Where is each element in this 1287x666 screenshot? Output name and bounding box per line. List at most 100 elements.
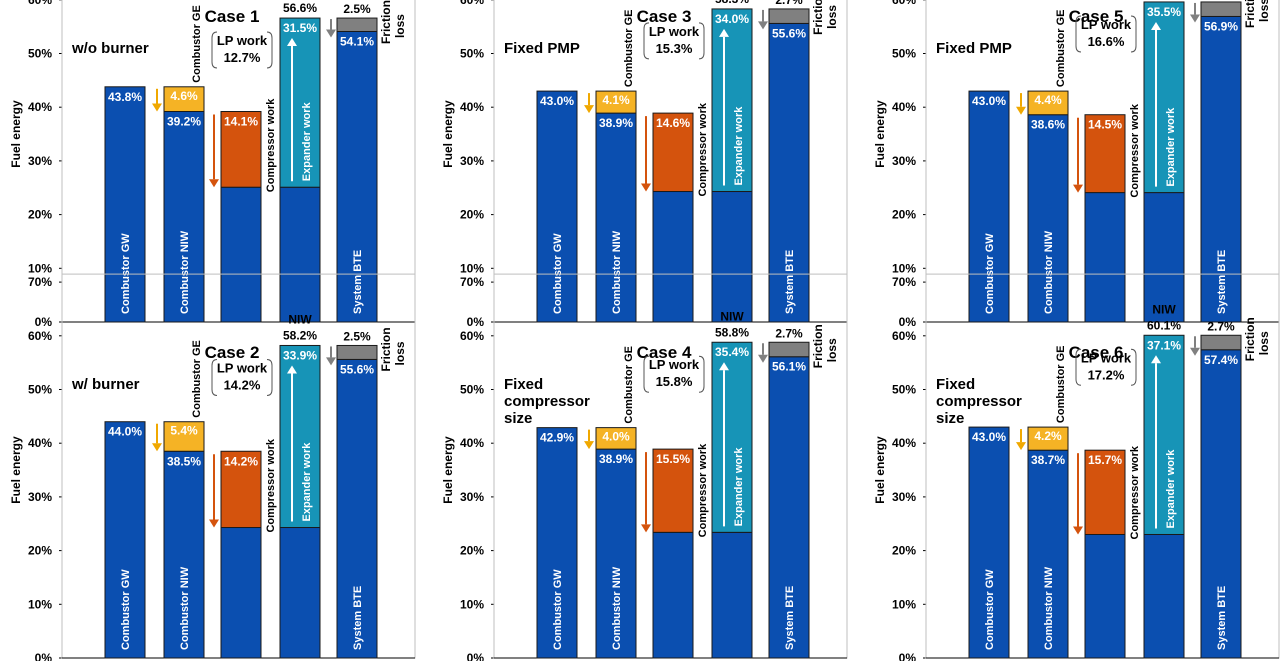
bar-compressor-work	[1084, 449, 1126, 535]
y-tick-label: 30%	[28, 490, 52, 504]
bar-compressor-base	[220, 186, 262, 323]
data-label-bte: 56.1%	[772, 360, 806, 374]
bar-combustor-gw	[104, 86, 146, 323]
data-label-friction: 2.7%	[775, 0, 803, 7]
bar-friction-loss	[336, 344, 378, 360]
y-tick-label: 20%	[28, 544, 52, 558]
data-label-ge: 4.1%	[602, 93, 630, 107]
bar-friction-loss	[1200, 1, 1242, 17]
bar-system-bte	[336, 30, 378, 323]
case-description: w/ burner	[71, 376, 140, 393]
bar-label-expander-work: Expander work	[1165, 449, 1177, 529]
y-tick-label: 10%	[460, 597, 484, 611]
bar-label-combustor-ge: Combustor GE	[1055, 9, 1067, 87]
data-label-gw: 43.0%	[972, 430, 1006, 444]
arrow-ge-head	[152, 103, 162, 112]
lp-work-bracket-right	[698, 22, 705, 60]
niw-label: NIW	[288, 312, 312, 326]
chart-panel-6: Case 6 Fuel energy 0% 10% 20% 30% 40% 50% 60% 70%…	[873, 273, 1280, 665]
y-axis-label: Fuel energy	[873, 100, 887, 168]
friction-loss-label-1: Friction	[379, 327, 393, 371]
data-label-expander: 37.1%	[1147, 338, 1181, 352]
data-label-compressor: 14.6%	[656, 116, 690, 130]
lp-work-value: 16.6%	[1088, 34, 1125, 49]
arrow-friction-head	[758, 354, 768, 363]
y-axis-label: Fuel energy	[441, 100, 455, 168]
y-tick-label: 60%	[28, 0, 52, 7]
bar-label-combustor-gw: Combustor GW	[984, 569, 996, 650]
lp-work-bracket-left	[211, 31, 218, 69]
bar-label-combustor-niw: Combustor NIW	[611, 230, 623, 314]
bar-label-compressor-work: Compressor work	[697, 102, 709, 196]
friction-loss-label-2: loss	[1257, 0, 1271, 22]
friction-loss-label-1: Friction	[379, 0, 393, 44]
y-tick-label: 20%	[892, 544, 916, 558]
data-label-gw: 42.9%	[540, 431, 574, 445]
niw-total-label: 60.1%	[1147, 318, 1181, 332]
lp-work-title: LP work	[217, 33, 268, 48]
y-tick-label: 60%	[892, 0, 916, 7]
friction-loss-label-2: loss	[393, 341, 407, 365]
arrow-ge-head	[1016, 442, 1026, 451]
bar-compressor-work	[652, 448, 694, 533]
arrow-expander-head	[719, 28, 729, 37]
y-tick-label: 20%	[460, 208, 484, 222]
arrow-ge-head	[584, 441, 594, 450]
case-description: size	[936, 410, 964, 427]
arrow-expander-head	[1151, 355, 1161, 364]
niw-total-label: 58.2%	[283, 328, 317, 342]
data-label-expander: 35.4%	[715, 345, 749, 359]
bar-combustor-niw	[595, 448, 637, 659]
data-label-ge: 4.4%	[1034, 93, 1062, 107]
data-label-friction: 2.7%	[775, 326, 803, 340]
arrow-friction-head	[1190, 14, 1200, 23]
bar-label-combustor-niw: Combustor NIW	[1043, 566, 1055, 650]
y-tick-label: 30%	[892, 490, 916, 504]
y-tick-label: 0%	[35, 651, 53, 661]
lp-work-bracket-right	[698, 355, 705, 393]
bar-expander-base	[711, 531, 753, 659]
bar-compressor-base	[1084, 192, 1126, 323]
bar-label-combustor-ge: Combustor GE	[623, 9, 635, 87]
arrow-expander-head	[719, 362, 729, 371]
y-tick-label: 40%	[28, 436, 52, 450]
arrow-compressor-head	[1073, 184, 1083, 193]
friction-loss-label-1: Friction	[1243, 317, 1257, 361]
y-tick-label: 60%	[892, 329, 916, 343]
bar-expander-work	[1143, 334, 1185, 535]
bar-combustor-gw	[536, 90, 578, 323]
bar-combustor-ge	[1027, 426, 1069, 451]
niw-label: NIW	[1152, 302, 1176, 316]
chart-panel-5: Case 4 Fuel energy 0% 10% 20% 30% 40% 50% 60% 70%…	[441, 273, 848, 665]
bar-combustor-niw	[1027, 114, 1069, 323]
friction-loss-label-1: Friction	[1243, 0, 1257, 28]
chart-title: Case 4	[637, 343, 692, 362]
y-tick-label: 50%	[892, 47, 916, 61]
arrow-compressor-head	[209, 519, 219, 528]
arrow-expander-head	[287, 38, 297, 47]
arrow-ge-head	[152, 443, 162, 452]
bar-combustor-ge	[595, 90, 637, 114]
data-label-friction: 2.7%	[1207, 319, 1235, 333]
y-tick-label: 50%	[892, 383, 916, 397]
bar-compressor-work	[652, 112, 694, 193]
bar-label-combustor-gw: Combustor GW	[120, 569, 132, 650]
lp-work-bracket-left	[211, 358, 218, 396]
friction-loss-label-2: loss	[393, 14, 407, 38]
data-label-compressor: 14.5%	[1088, 118, 1122, 132]
y-axis-label: Fuel energy	[9, 100, 23, 168]
bar-compressor-base	[220, 527, 262, 659]
bar-combustor-ge	[1027, 90, 1069, 116]
y-tick-label: 20%	[28, 208, 52, 222]
arrow-expander-head	[287, 365, 297, 374]
y-tick-label: 0%	[899, 315, 917, 329]
chart-title: Case 3	[637, 7, 692, 26]
y-axis-label: Fuel energy	[9, 436, 23, 504]
bar-expander-work	[279, 17, 321, 188]
case-description: size	[504, 410, 532, 427]
arrow-compressor-head	[1073, 526, 1083, 535]
y-tick-label: 10%	[892, 597, 916, 611]
bar-label-combustor-ge: Combustor GE	[191, 340, 203, 418]
